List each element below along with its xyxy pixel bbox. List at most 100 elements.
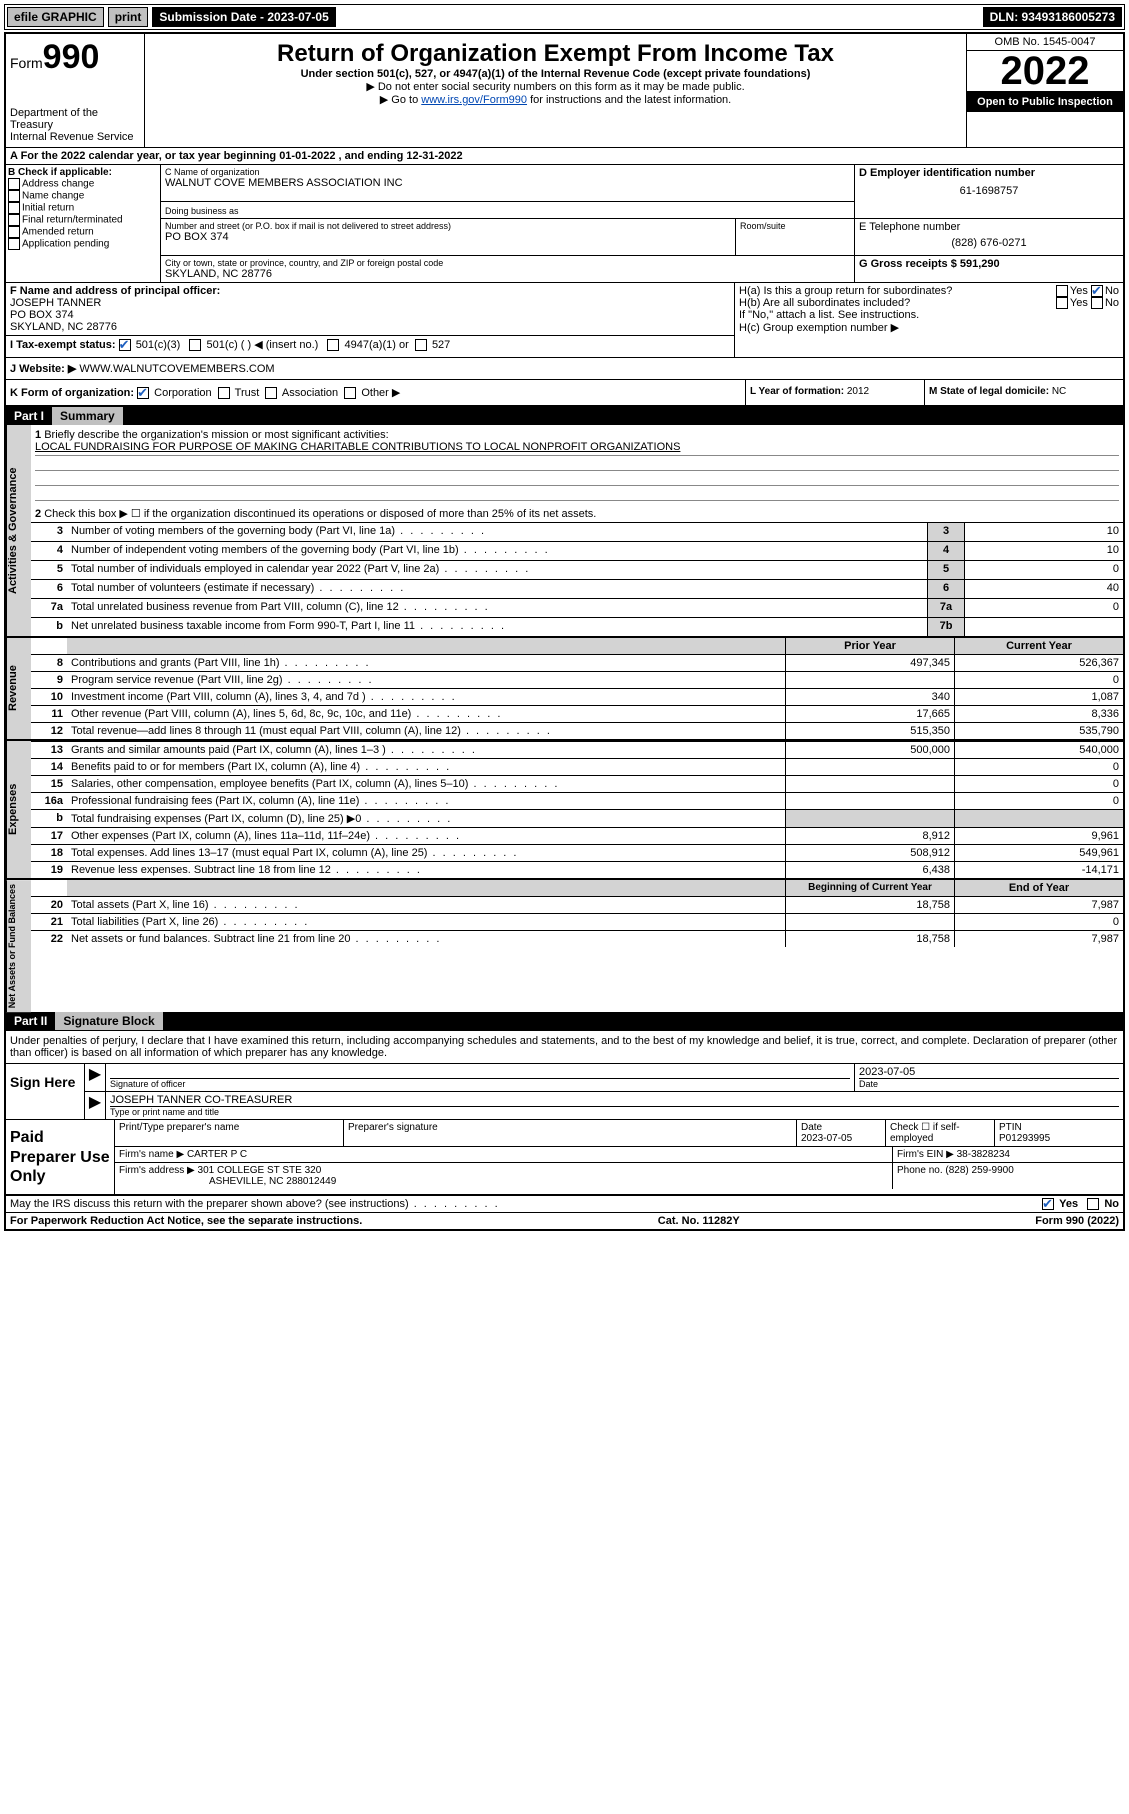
addr-lbl: Number and street (or P.O. box if mail i… — [165, 221, 731, 231]
discuss-row: May the IRS discuss this return with the… — [6, 1196, 1123, 1213]
row-box: 7a — [927, 599, 964, 617]
irs-link[interactable]: www.irs.gov/Form990 — [421, 94, 527, 106]
sign-here-label: Sign Here — [6, 1064, 84, 1119]
prior-val — [785, 759, 954, 775]
firm-lbl: Firm's name ▶ — [119, 1149, 184, 1160]
hb-no[interactable] — [1091, 297, 1103, 309]
exp-section: Expenses 13 Grants and similar amounts p… — [6, 739, 1123, 878]
print-button[interactable]: print — [108, 7, 149, 27]
header-sub3: ▶ Go to www.irs.gov/Form990 for instruct… — [151, 93, 960, 106]
header-sub2: ▶ Do not enter social security numbers o… — [151, 80, 960, 93]
officer-name: JOSEPH TANNER — [10, 297, 730, 309]
prep-ptin-h: PTIN — [999, 1122, 1119, 1133]
prior-val: 8,912 — [785, 828, 954, 844]
chk-4947[interactable] — [327, 339, 339, 351]
current-val: 535,790 — [954, 723, 1123, 739]
l-lbl: L Year of formation: — [750, 386, 844, 397]
org-name: WALNUT COVE MEMBERS ASSOCIATION INC — [165, 177, 850, 189]
chk-initial[interactable]: Initial return — [8, 202, 158, 214]
data-row: 19 Revenue less expenses. Subtract line … — [31, 861, 1123, 878]
f-lbl: F Name and address of principal officer: — [10, 285, 730, 297]
current-val: 549,961 — [954, 845, 1123, 861]
row-text: Total revenue—add lines 8 through 11 (mu… — [67, 723, 785, 739]
website-row: J Website: ▶ WWW.WALNUTCOVEMEMBERS.COM — [6, 358, 1123, 380]
sign-here-block: Sign Here ▶ Signature of officer 2023-07… — [6, 1063, 1123, 1119]
row-num: b — [31, 618, 67, 636]
row-text: Total unrelated business revenue from Pa… — [67, 599, 927, 617]
sig-name-title: JOSEPH TANNER CO-TREASURER — [110, 1094, 1119, 1106]
chk-527[interactable] — [415, 339, 427, 351]
j-lbl: J Website: ▶ — [10, 363, 76, 375]
e-lbl: E Telephone number — [859, 221, 1119, 233]
prep-date-h: Date — [801, 1122, 881, 1133]
chk-501c3[interactable] — [119, 339, 131, 351]
chk-name[interactable]: Name change — [8, 190, 158, 202]
net-tab: Net Assets or Fund Balances — [6, 880, 31, 1012]
chk-501c[interactable] — [189, 339, 201, 351]
discuss-no[interactable] — [1087, 1198, 1099, 1210]
prior-val: 17,665 — [785, 706, 954, 722]
prior-val — [785, 914, 954, 930]
row-num: 14 — [31, 759, 67, 775]
chk-address[interactable]: Address change — [8, 178, 158, 190]
form-title: Return of Organization Exempt From Incom… — [151, 40, 960, 68]
mission-blank2 — [35, 471, 1119, 486]
rev-ht — [67, 638, 785, 654]
data-row: 12 Total revenue—add lines 8 through 11 … — [31, 722, 1123, 739]
discuss-yes[interactable] — [1042, 1198, 1054, 1210]
chk-trust[interactable] — [218, 387, 230, 399]
k-lbl: K Form of organization: — [10, 387, 134, 399]
data-row: 13 Grants and similar amounts paid (Part… — [31, 741, 1123, 758]
city-value: SKYLAND, NC 28776 — [165, 268, 850, 280]
chk-assoc[interactable] — [265, 387, 277, 399]
d-lbl: D Employer identification number — [859, 167, 1119, 179]
col-cd: C Name of organization WALNUT COVE MEMBE… — [161, 165, 1123, 282]
chk-pending[interactable]: Application pending — [8, 238, 158, 250]
footer-right: Form 990 (2022) — [1035, 1215, 1119, 1227]
website-value: WWW.WALNUTCOVEMEMBERS.COM — [79, 363, 274, 375]
mission-blank3 — [35, 486, 1119, 501]
ha-no[interactable] — [1091, 285, 1103, 297]
efile-label: efile GRAPHIC — [7, 7, 104, 27]
chk-corp[interactable] — [137, 387, 149, 399]
firm-phone-cell: Phone no. (828) 259-9900 — [892, 1163, 1123, 1189]
row-num: 3 — [31, 523, 67, 541]
net-header-row: Beginning of Current Year End of Year — [31, 880, 1123, 896]
sign-right: ▶ Signature of officer 2023-07-05 Date ▶… — [84, 1064, 1123, 1119]
q2-num: 2 — [35, 508, 41, 520]
ein-lbl: Firm's EIN ▶ — [897, 1149, 954, 1160]
row-num: 4 — [31, 542, 67, 560]
gov-row: 7a Total unrelated business revenue from… — [31, 598, 1123, 617]
firm-addr-cell: Firm's address ▶ 301 COLLEGE ST STE 320 … — [115, 1163, 892, 1189]
prior-year-header: Prior Year — [785, 638, 954, 654]
row-num: 16a — [31, 793, 67, 809]
row-text: Grants and similar amounts paid (Part IX… — [67, 742, 785, 758]
chk-amended[interactable]: Amended return — [8, 226, 158, 238]
chk-final[interactable]: Final return/terminated — [8, 214, 158, 226]
dba-lbl: Doing business as — [165, 206, 850, 216]
row-text: Total liabilities (Part X, line 26) — [67, 914, 785, 930]
form-prefix: Form — [10, 55, 43, 71]
current-val: 0 — [954, 759, 1123, 775]
part-ii-title: Signature Block — [55, 1012, 162, 1030]
row-val: 0 — [964, 599, 1123, 617]
discuss-options: Yes No — [1042, 1198, 1119, 1210]
part-i-title: Summary — [52, 407, 123, 425]
sub3-post: for instructions and the latest informat… — [527, 94, 731, 106]
entity-grid: B Check if applicable: Address change Na… — [6, 165, 1123, 283]
chk-other[interactable] — [344, 387, 356, 399]
row-val: 0 — [964, 561, 1123, 579]
top-bar: efile GRAPHIC print Submission Date - 20… — [4, 4, 1125, 30]
prep-date-cell: Date 2023-07-05 — [796, 1120, 885, 1146]
rev-tab: Revenue — [6, 638, 31, 739]
ha-yes[interactable] — [1056, 285, 1068, 297]
lbl-4947: 4947(a)(1) or — [345, 339, 409, 351]
arrow-icon: ▶ — [85, 1064, 105, 1091]
exp-tab: Expenses — [6, 741, 31, 878]
row-num: 10 — [31, 689, 67, 705]
l-val: 2012 — [847, 386, 869, 397]
header-sub1: Under section 501(c), 527, or 4947(a)(1)… — [151, 68, 960, 80]
q2-text: Check this box ▶ ☐ if the organization d… — [44, 508, 596, 520]
row-box: 4 — [927, 542, 964, 560]
hb-yes[interactable] — [1056, 297, 1068, 309]
